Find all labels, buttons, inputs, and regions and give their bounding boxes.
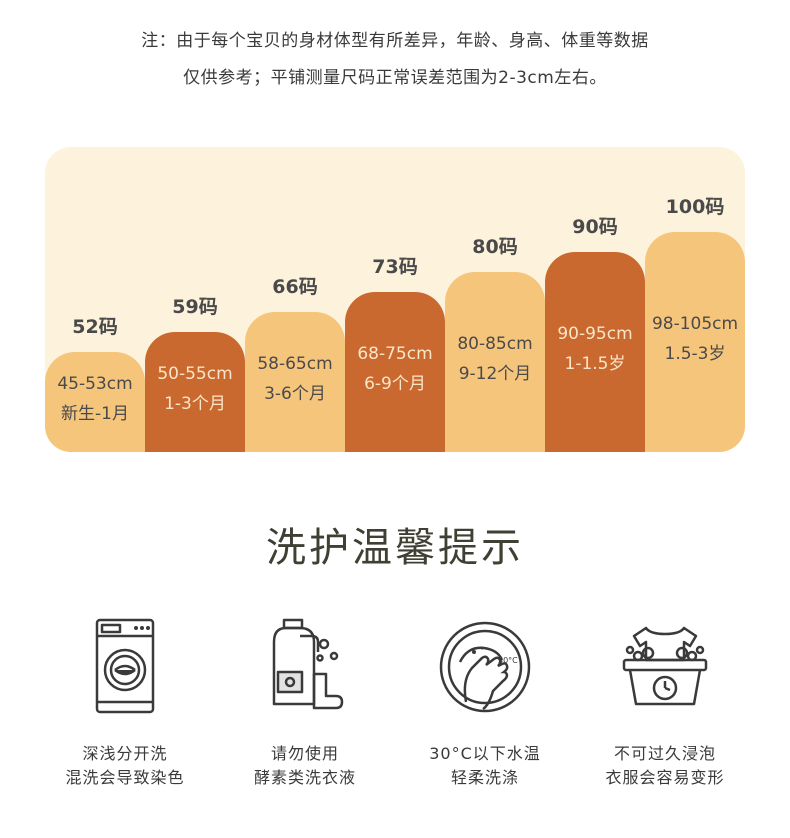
care-tip-line-1: 30°C以下水温 — [429, 744, 541, 763]
care-tip-no-long-soak: 不可过久浸泡 衣服会容易变形 — [575, 612, 755, 787]
size-column: 100码 98-105cm 1.5-3岁 — [645, 147, 745, 452]
age-range: 1.5-3岁 — [664, 344, 726, 364]
size-label: 100码 — [665, 196, 725, 218]
care-tips-title: 洗护温馨提示 — [266, 525, 524, 571]
hand-wash-30c-icon: 30°C — [439, 621, 531, 713]
size-bar: 68-75cm 6-9个月 — [345, 292, 445, 452]
height-range: 98-105cm — [651, 314, 739, 334]
size-bar: 50-55cm 1-3个月 — [145, 332, 245, 452]
care-tip-line-2: 酵素类洗衣液 — [253, 768, 356, 787]
care-tip-no-enzyme: 请勿使用 酵素类洗衣液 — [215, 612, 395, 787]
age-range: 6-9个月 — [364, 374, 426, 394]
washing-machine-icon — [95, 618, 155, 714]
size-column: 80码 80-85cm 9-12个月 — [445, 147, 545, 452]
size-bar: 80-85cm 9-12个月 — [445, 272, 545, 452]
height-range: 50-55cm — [157, 364, 233, 384]
size-note-line-1: 注：由于每个宝贝的身材体型有所差异，年龄、身高、体重等数据 — [141, 31, 649, 51]
care-tip-line-2: 轻柔洗涤 — [450, 768, 519, 787]
size-bar: 98-105cm 1.5-3岁 — [645, 232, 745, 452]
size-bar: 90-95cm 1-1.5岁 — [545, 252, 645, 452]
age-range: 3-6个月 — [264, 384, 326, 404]
size-column: 66码 58-65cm 3-6个月 — [245, 147, 345, 452]
care-tip-line-2: 混洗会导致染色 — [65, 768, 185, 787]
size-bar: 45-53cm 新生-1月 — [45, 352, 145, 452]
age-range: 1-1.5岁 — [564, 354, 626, 374]
size-label: 73码 — [372, 256, 418, 278]
size-note-line-2: 仅供参考；平铺测量尺码正常误差范围为2-3cm左右。 — [183, 68, 607, 88]
size-column: 90码 90-95cm 1-1.5岁 — [545, 147, 645, 452]
age-range: 新生-1月 — [61, 404, 129, 424]
height-range: 45-53cm — [57, 374, 133, 394]
size-label: 66码 — [272, 276, 318, 298]
size-label: 80码 — [472, 236, 518, 258]
size-bar: 58-65cm 3-6个月 — [245, 312, 345, 452]
height-range: 80-85cm — [457, 334, 533, 354]
size-label: 52码 — [72, 316, 118, 338]
size-label: 90码 — [572, 216, 618, 238]
height-range: 90-95cm — [557, 324, 633, 344]
size-column: 59码 50-55cm 1-3个月 — [145, 147, 245, 452]
care-tip-separate-wash: 深浅分开洗 混洗会导致染色 — [35, 612, 215, 787]
height-range: 58-65cm — [257, 354, 333, 374]
height-range: 68-75cm — [357, 344, 433, 364]
care-tip-line-1: 请勿使用 — [270, 744, 339, 763]
age-range: 1-3个月 — [164, 394, 226, 414]
care-tip-line-1: 深浅分开洗 — [82, 744, 168, 763]
svg-text:30°C: 30°C — [498, 656, 518, 665]
care-tip-line-1: 不可过久浸泡 — [613, 744, 716, 763]
age-range: 9-12个月 — [458, 364, 532, 384]
no-soaking-basin-icon — [622, 626, 708, 706]
size-label: 59码 — [172, 296, 218, 318]
size-column: 52码 45-53cm 新生-1月 — [45, 147, 145, 452]
care-tip-line-2: 衣服会容易变形 — [605, 768, 725, 787]
detergent-bottle-icon — [272, 618, 344, 710]
size-chart: 52码 45-53cm 新生-1月 59码 50-55cm 1-3个月 66码 … — [45, 147, 745, 452]
care-tip-water-temp: 30°C 30°C以下水温 轻柔洗涤 — [395, 612, 575, 787]
size-column: 73码 68-75cm 6-9个月 — [345, 147, 445, 452]
